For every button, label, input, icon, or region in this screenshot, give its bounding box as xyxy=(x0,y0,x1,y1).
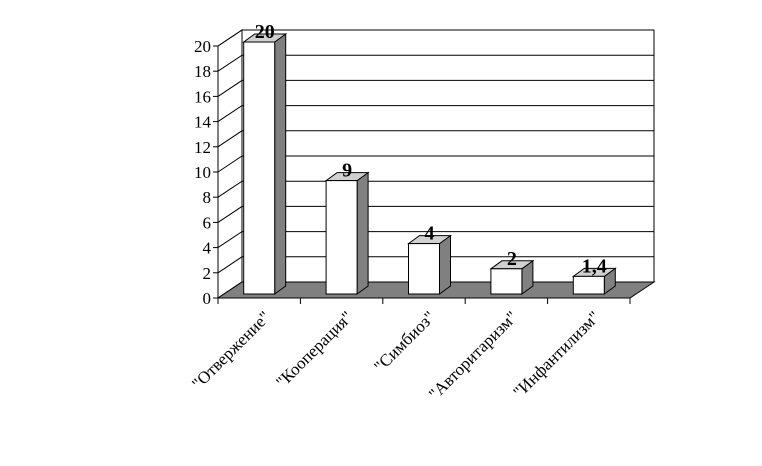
y-tick-label: 4 xyxy=(203,239,212,258)
data-label: 20 xyxy=(255,21,275,43)
gridline xyxy=(217,256,654,274)
bar xyxy=(489,259,535,295)
data-labels: 20 9 4 2 1,4 xyxy=(255,21,607,277)
data-label: 1,4 xyxy=(582,255,607,277)
gridline xyxy=(217,105,654,123)
bar-front xyxy=(325,180,358,295)
category-label: "Авторитаризм" xyxy=(425,307,521,403)
category-label: "Симбиоз" xyxy=(370,307,439,376)
y-tick-label: 10 xyxy=(194,163,211,182)
y-tick-label: 18 xyxy=(194,62,211,81)
gridline xyxy=(217,155,654,173)
bar xyxy=(571,267,617,295)
category-label: "Кооперация" xyxy=(272,307,356,391)
bar-front xyxy=(490,268,523,295)
y-tick-label: 6 xyxy=(203,213,212,232)
data-label: 9 xyxy=(342,160,352,182)
data-label: 2 xyxy=(507,248,517,270)
bar xyxy=(324,171,370,295)
data-label: 4 xyxy=(425,223,435,245)
bar xyxy=(406,234,453,295)
gridline xyxy=(217,180,654,198)
category-labels: "Отвержение""Кооперация" "Симбиоз""Автори… xyxy=(188,298,631,404)
bar-front xyxy=(408,243,440,295)
bar-side xyxy=(356,171,369,295)
bar-side xyxy=(439,234,451,295)
gridline xyxy=(217,130,654,148)
bar-front xyxy=(243,41,276,295)
bars xyxy=(242,33,617,295)
y-tick-label: 2 xyxy=(203,264,212,283)
y-tick-label: 20 xyxy=(194,37,211,56)
bar xyxy=(242,33,288,295)
y-tick-label: 8 xyxy=(203,188,212,207)
y-tick-label: 0 xyxy=(203,289,212,308)
y-axis-ticks: 0 2 4 6 8 10 12 14 16 18 20 xyxy=(194,37,630,308)
bar-front xyxy=(572,275,605,295)
gridline xyxy=(217,29,654,47)
gridline xyxy=(217,79,654,97)
y-tick-label: 14 xyxy=(194,113,212,132)
gridline xyxy=(217,54,654,72)
gridline xyxy=(217,231,654,249)
bar-side xyxy=(274,33,287,295)
category-label: "Отвержение" xyxy=(188,307,274,393)
y-tick-label: 12 xyxy=(194,138,211,157)
category-label: "Инфантилизм" xyxy=(509,307,603,401)
y-tick-label: 16 xyxy=(194,87,211,106)
gridline xyxy=(217,205,654,223)
